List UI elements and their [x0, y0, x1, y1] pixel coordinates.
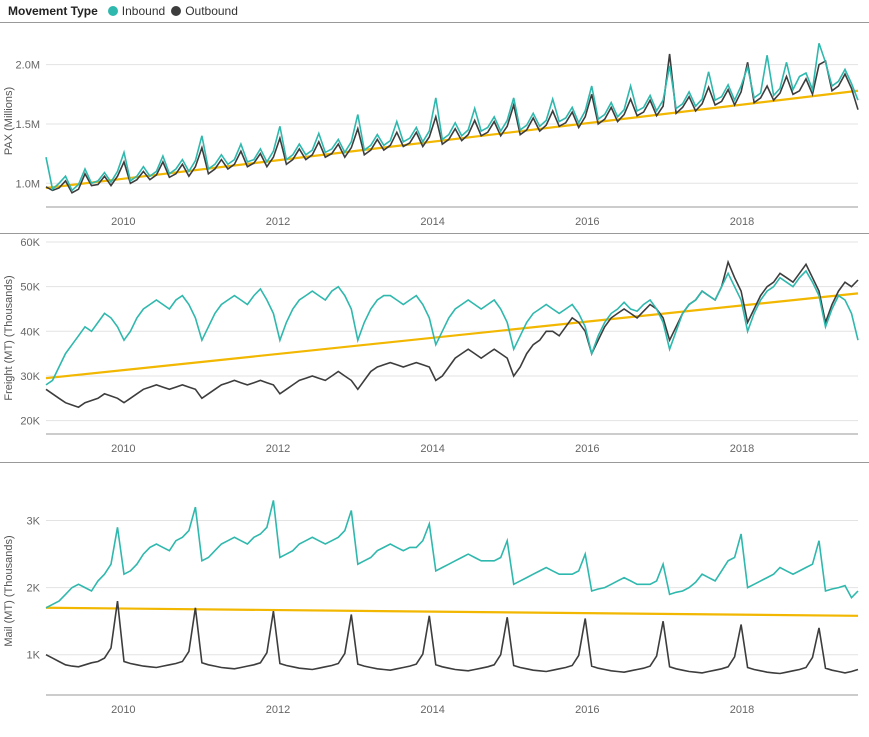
- x-tick-label: 2014: [420, 704, 444, 716]
- x-tick-label: 2012: [266, 443, 290, 455]
- y-tick-label: 1K: [27, 650, 41, 662]
- y-tick-label: 3K: [27, 516, 41, 528]
- x-tick-label: 2018: [730, 216, 754, 228]
- chart-mail[interactable]: 1K 2K 3K 2010 2012 2014 2016 2018 Mail (MT) (Tho…: [0, 463, 869, 737]
- series-outbound: [46, 54, 858, 193]
- legend-label-outbound: Outbound: [185, 4, 238, 18]
- legend-title: Movement Type: [8, 4, 98, 18]
- y-tick-label: 1.5M: [16, 119, 40, 131]
- chart-panels: 1.0M 1.5M 2.0M 2010 2012 2014 2016 2018 PAX (Mil…: [0, 22, 869, 737]
- x-tick-label: 2016: [575, 216, 599, 228]
- legend: Movement Type Inbound Outbound: [0, 0, 869, 22]
- y-tick-label: 40K: [20, 326, 40, 338]
- x-tick-label: 2014: [420, 443, 444, 455]
- x-tick-label: 2014: [420, 216, 444, 228]
- panel-pax: 1.0M 1.5M 2.0M 2010 2012 2014 2016 2018 PAX (Mil…: [0, 22, 869, 233]
- panel-freight: 20K 30K 40K 50K 60K 2010 2012 2014 2016 2018 Freig…: [0, 233, 869, 462]
- y-axis-label-mail: Mail (MT) (Thousands): [3, 535, 15, 646]
- chart-pax[interactable]: 1.0M 1.5M 2.0M 2010 2012 2014 2016 2018 PAX (Mil…: [0, 23, 869, 233]
- y-tick-label: 30K: [20, 371, 40, 383]
- series-outbound: [46, 262, 858, 407]
- x-tick-label: 2010: [111, 216, 135, 228]
- legend-item-inbound[interactable]: Inbound: [108, 4, 165, 18]
- x-tick-label: 2018: [730, 704, 754, 716]
- x-tick-label: 2012: [266, 216, 290, 228]
- x-tick-label: 2010: [111, 443, 135, 455]
- chart-freight[interactable]: 20K 30K 40K 50K 60K 2010 2012 2014 2016 2018 Freig…: [0, 234, 869, 462]
- x-tick-label: 2010: [111, 704, 135, 716]
- y-tick-label: 1.0M: [16, 178, 40, 190]
- trend-line: [46, 608, 858, 616]
- panel-mail: 1K 2K 3K 2010 2012 2014 2016 2018 Mail (MT) (Tho…: [0, 462, 869, 737]
- y-axis-label-freight: Freight (MT) (Thousands): [3, 275, 15, 400]
- y-tick-label: 60K: [20, 237, 40, 249]
- x-tick-label: 2012: [266, 704, 290, 716]
- trend-line: [46, 293, 858, 378]
- series-inbound: [46, 43, 858, 190]
- y-axis-label-pax: PAX (Millions): [3, 87, 15, 155]
- swatch-outbound: [171, 6, 181, 16]
- x-tick-label: 2018: [730, 443, 754, 455]
- swatch-inbound: [108, 6, 118, 16]
- legend-label-inbound: Inbound: [122, 4, 165, 18]
- y-tick-label: 20K: [20, 416, 40, 428]
- series-inbound: [46, 500, 858, 607]
- x-tick-label: 2016: [575, 443, 599, 455]
- x-tick-label: 2016: [575, 704, 599, 716]
- y-tick-label: 50K: [20, 282, 40, 294]
- y-tick-label: 2.0M: [16, 60, 40, 72]
- y-tick-label: 2K: [27, 583, 41, 595]
- series-inbound: [46, 271, 858, 385]
- legend-item-outbound[interactable]: Outbound: [171, 4, 238, 18]
